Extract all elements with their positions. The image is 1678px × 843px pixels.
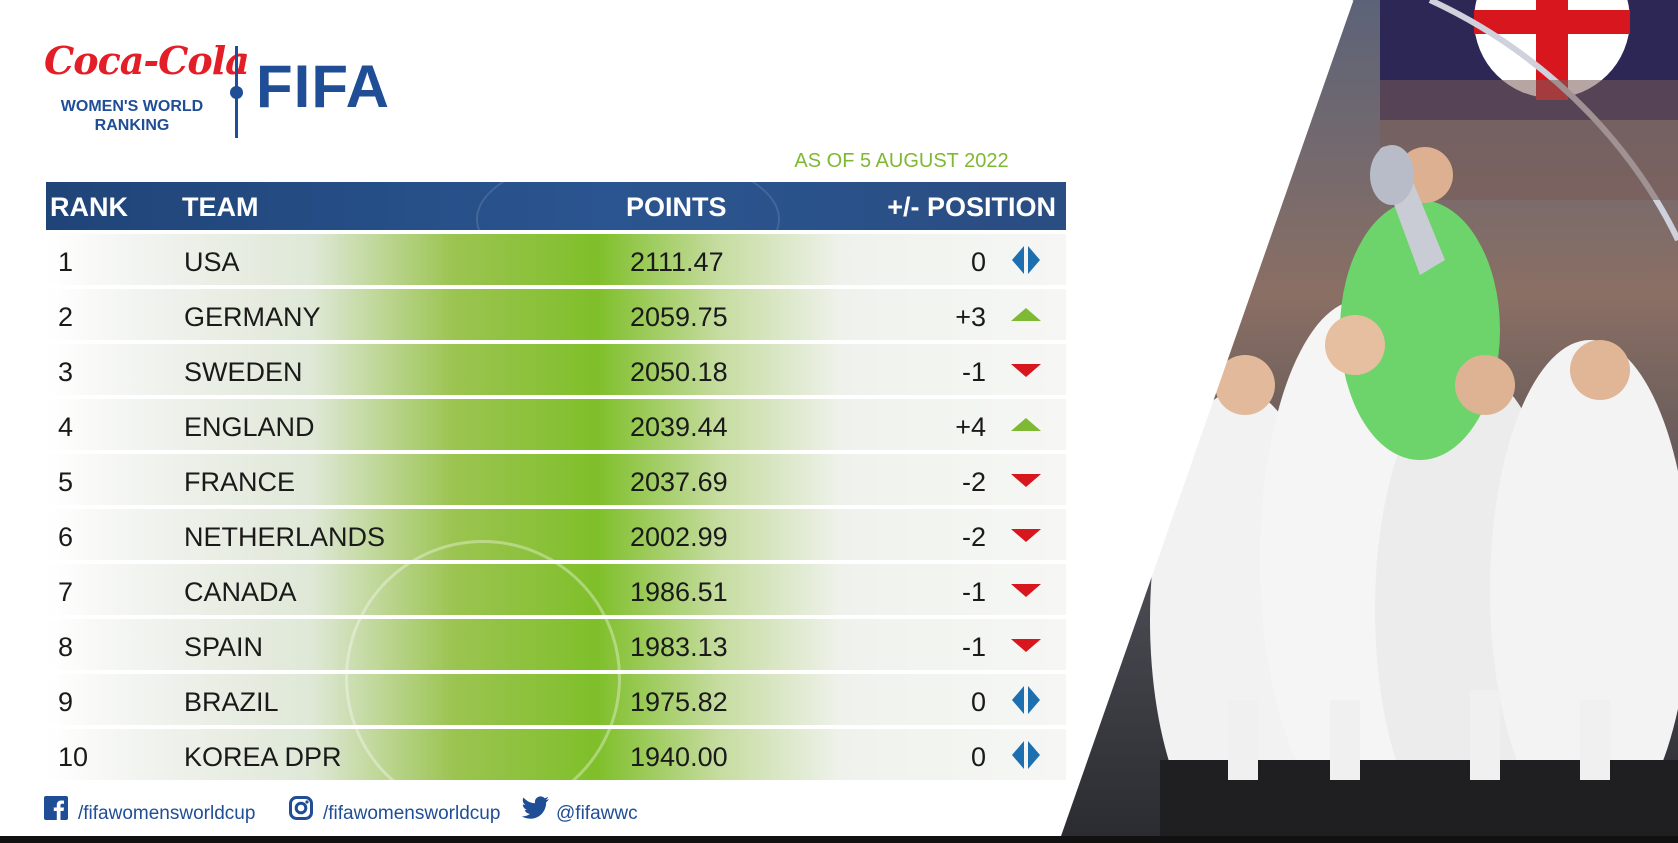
points-cell: 2037.69 (630, 467, 728, 497)
table-row: 6 NETHERLANDS 2002.99 -2 (46, 509, 1066, 560)
arrow-up-icon (1011, 418, 1041, 431)
ranking-table: RANK TEAM POINTS +/- POSITION 1 USA 2111.4… (46, 182, 1066, 784)
no-change-icon (1012, 246, 1040, 274)
instagram-icon (289, 796, 313, 820)
table-row: 8 SPAIN 1983.13 -1 (46, 619, 1066, 670)
points-cell: 2111.47 (630, 247, 724, 277)
table-row: 5 FRANCE 2037.69 -2 (46, 454, 1066, 505)
position-change-cell: -2 (961, 467, 986, 497)
coca-cola-logo: Coca-Cola (44, 38, 250, 83)
rank-cell: 9 (58, 687, 74, 717)
no-change-icon (1012, 686, 1040, 714)
position-change-cell: +3 (955, 302, 986, 332)
points-cell: 2050.18 (630, 357, 728, 387)
header-points: POINTS (626, 192, 727, 222)
table-row: 2 GERMANY 2059.75 +3 (46, 289, 1066, 340)
subtitle-line-2: RANKING (94, 117, 170, 134)
instagram-handle[interactable]: /fifawomensworldcup (289, 796, 519, 830)
instagram-handle-text: /fifawomensworldcup (323, 803, 501, 824)
as-of-date: AS OF 5 AUGUST 2022 (794, 150, 1009, 172)
facebook-icon (44, 796, 68, 820)
twitter-handle[interactable]: @fifawwc (522, 796, 652, 830)
position-change-cell: +4 (955, 412, 986, 442)
table-row: 9 BRAZIL 1975.82 0 (46, 674, 1066, 725)
rank-cell: 6 (58, 522, 74, 552)
table-row: 7 CANADA 1986.51 -1 (46, 564, 1066, 615)
points-cell: 1940.00 (630, 742, 728, 772)
team-cell: CANADA (184, 577, 297, 607)
twitter-handle-text: @fifawwc (556, 803, 638, 824)
rank-cell: 10 (58, 742, 89, 772)
points-cell: 2059.75 (630, 302, 728, 332)
team-cell: NETHERLANDS (184, 522, 386, 552)
rank-cell: 8 (58, 632, 74, 662)
team-cell: SPAIN (184, 632, 264, 662)
position-change-cell: 0 (970, 742, 986, 772)
no-change-icon (1012, 741, 1040, 769)
table-row: 1 USA 2111.47 0 (46, 234, 1066, 285)
table-row: 10 KOREA DPR 1940.00 0 (46, 729, 1066, 780)
twitter-icon (522, 796, 549, 819)
team-cell: GERMANY (184, 302, 321, 332)
logo-divider-dot (230, 86, 243, 99)
team-cell: SWEDEN (184, 357, 303, 387)
arrow-down-icon (1011, 639, 1041, 652)
ranking-subtitle: WOMEN'S WORLD RANKING (44, 97, 220, 135)
table-row: 4 ENGLAND 2039.44 +4 (46, 399, 1066, 450)
team-cell: BRAZIL (184, 687, 279, 717)
table-header: RANK TEAM POINTS +/- POSITION (46, 182, 1066, 230)
position-change-cell: -1 (961, 357, 986, 387)
position-change-cell: -2 (961, 522, 986, 552)
points-cell: 1986.51 (630, 577, 728, 607)
bottom-strip (0, 836, 1678, 843)
subtitle-line-1: WOMEN'S WORLD (60, 98, 204, 115)
header-team: TEAM (182, 192, 259, 222)
rank-cell: 3 (58, 357, 74, 387)
header-position-change: +/- POSITION (887, 192, 1056, 222)
team-cell: KOREA DPR (184, 742, 342, 772)
position-change-cell: -1 (961, 577, 986, 607)
arrow-down-icon (1011, 364, 1041, 377)
points-cell: 2002.99 (630, 522, 728, 552)
table-body: 1 USA 2111.47 0 2 GERMANY 2059.75 +3 3 SWEDEN 2050… (46, 234, 1066, 780)
rank-cell: 7 (58, 577, 74, 607)
position-change-cell: 0 (970, 687, 986, 717)
table-row: 3 SWEDEN 2050.18 -1 (46, 344, 1066, 395)
facebook-handle-text: /fifawomensworldcup (78, 803, 256, 824)
logo-lockup: Coca-Cola WOMEN'S WORLD RANKING FIFA (44, 38, 424, 138)
position-change-cell: 0 (970, 247, 986, 277)
facebook-handle[interactable]: /fifawomensworldcup (44, 796, 284, 830)
fifa-logo: FIFA (256, 53, 390, 120)
team-cell: USA (184, 247, 240, 277)
rank-cell: 2 (58, 302, 74, 332)
points-cell: 1975.82 (630, 687, 728, 717)
rank-cell: 5 (58, 467, 74, 497)
arrow-down-icon (1011, 529, 1041, 542)
arrow-down-icon (1011, 474, 1041, 487)
team-cell: ENGLAND (184, 412, 315, 442)
header-rank: RANK (50, 192, 128, 222)
arrow-up-icon (1011, 308, 1041, 321)
points-cell: 1983.13 (630, 632, 728, 662)
arrow-down-icon (1011, 584, 1041, 597)
team-cell: FRANCE (184, 467, 296, 497)
position-change-cell: -1 (961, 632, 986, 662)
rank-cell: 4 (58, 412, 74, 442)
points-cell: 2039.44 (630, 412, 728, 442)
rank-cell: 1 (58, 247, 74, 277)
